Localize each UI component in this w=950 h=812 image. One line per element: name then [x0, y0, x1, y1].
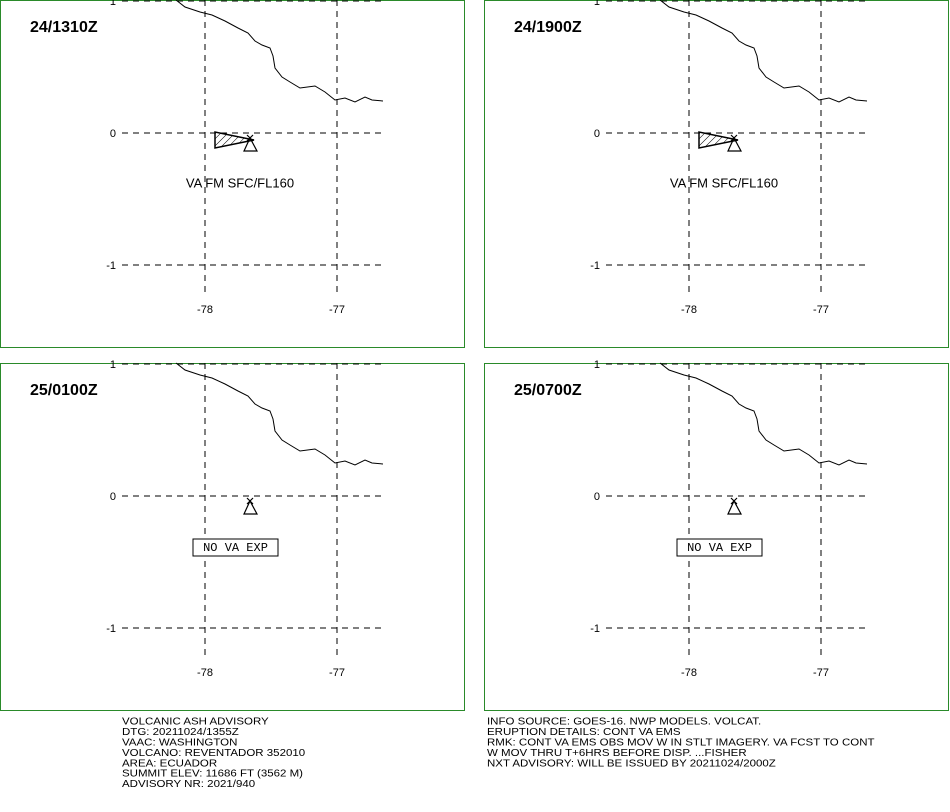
panel-frame — [484, 0, 949, 348]
latitude-label: 1 — [110, 359, 116, 371]
latitude-label: 1 — [594, 0, 600, 8]
panel-frame — [0, 363, 465, 711]
volcano-symbol — [243, 497, 259, 515]
longitude-label: -77 — [813, 667, 829, 679]
map-panel: 1 0 -1 -78 -77 24/1900Z VA FM SFC/FL160 — [484, 0, 949, 348]
latitude-label: 0 — [594, 491, 600, 503]
latitude-label: -1 — [590, 260, 600, 272]
longitude-label: -78 — [197, 304, 213, 316]
advisory-text: VAAC: WASHINGTON — [122, 737, 237, 748]
valid-time: 25/0100Z — [30, 382, 98, 399]
panel-frame — [0, 0, 465, 348]
longitude-label: -77 — [329, 304, 345, 316]
advisory-text: ADVISORY NR: 2021/940 — [122, 779, 255, 790]
advisory-text: ERUPTION DETAILS: CONT VA EMS — [487, 727, 681, 738]
latitude-label: -1 — [106, 623, 116, 635]
ash-cloud — [698, 131, 739, 149]
longitude-label: -77 — [813, 304, 829, 316]
valid-time: 24/1310Z — [30, 19, 98, 36]
map-panel: 1 0 -1 -78 -77 24/1310Z VA FM SFC/FL160 — [0, 0, 465, 348]
map-panel: 1 0 -1 -78 -77 25/0700Z NO VA EXP — [484, 359, 949, 711]
ash-annotation: VA FM SFC/FL160 — [186, 175, 294, 190]
volcano-symbol — [243, 134, 259, 152]
annotation-box — [192, 538, 279, 557]
advisory-text: W MOV THRU T+6HRS BEFORE DISP. ...FISHER — [487, 747, 747, 758]
longitude-label: -78 — [197, 667, 213, 679]
advisory-text: NXT ADVISORY: WILL BE ISSUED BY 20211024… — [487, 758, 776, 769]
longitude-label: -78 — [681, 667, 697, 679]
ash-annotation: VA FM SFC/FL160 — [670, 175, 778, 190]
volcano-symbol — [727, 134, 743, 152]
ash-cloud — [214, 131, 255, 149]
longitude-label: -77 — [329, 667, 345, 679]
latitude-label: 1 — [110, 0, 116, 8]
latitude-label: 0 — [110, 491, 116, 503]
valid-time: 24/1900Z — [514, 19, 582, 36]
latitude-label: -1 — [590, 623, 600, 635]
longitude-label: -78 — [681, 304, 697, 316]
advisory-text: SUMMIT ELEV: 11686 FT (3562 M) — [122, 768, 303, 779]
advisory-text: DTG: 20211024/1355Z — [122, 727, 239, 738]
panel-frame — [484, 363, 949, 711]
advisory-text: VOLCANO: REVENTADOR 352010 — [122, 747, 305, 758]
ash-annotation: NO VA EXP — [203, 541, 268, 555]
ash-annotation: NO VA EXP — [687, 541, 752, 555]
latitude-label: 0 — [594, 128, 600, 140]
coastline — [175, 0, 384, 103]
advisory-text: RMK: CONT VA EMS OBS MOV W IN STLT IMAGE… — [487, 737, 875, 748]
latitude-label: 0 — [110, 128, 116, 140]
coastline — [175, 362, 384, 466]
latitude-label: -1 — [106, 260, 116, 272]
latitude-label: 1 — [594, 359, 600, 371]
annotation-box — [676, 538, 763, 557]
coastline — [659, 0, 868, 103]
map-panel: 1 0 -1 -78 -77 25/0100Z NO VA EXP — [0, 359, 465, 711]
advisory-text: AREA: ECUADOR — [122, 758, 217, 769]
coastline — [659, 362, 868, 466]
advisory-text: VOLCANIC ASH ADVISORY — [122, 716, 269, 727]
advisory-text: INFO SOURCE: GOES-16. NWP MODELS. VOLCAT… — [487, 716, 761, 727]
valid-time: 25/0700Z — [514, 382, 582, 399]
volcano-symbol — [727, 497, 743, 515]
